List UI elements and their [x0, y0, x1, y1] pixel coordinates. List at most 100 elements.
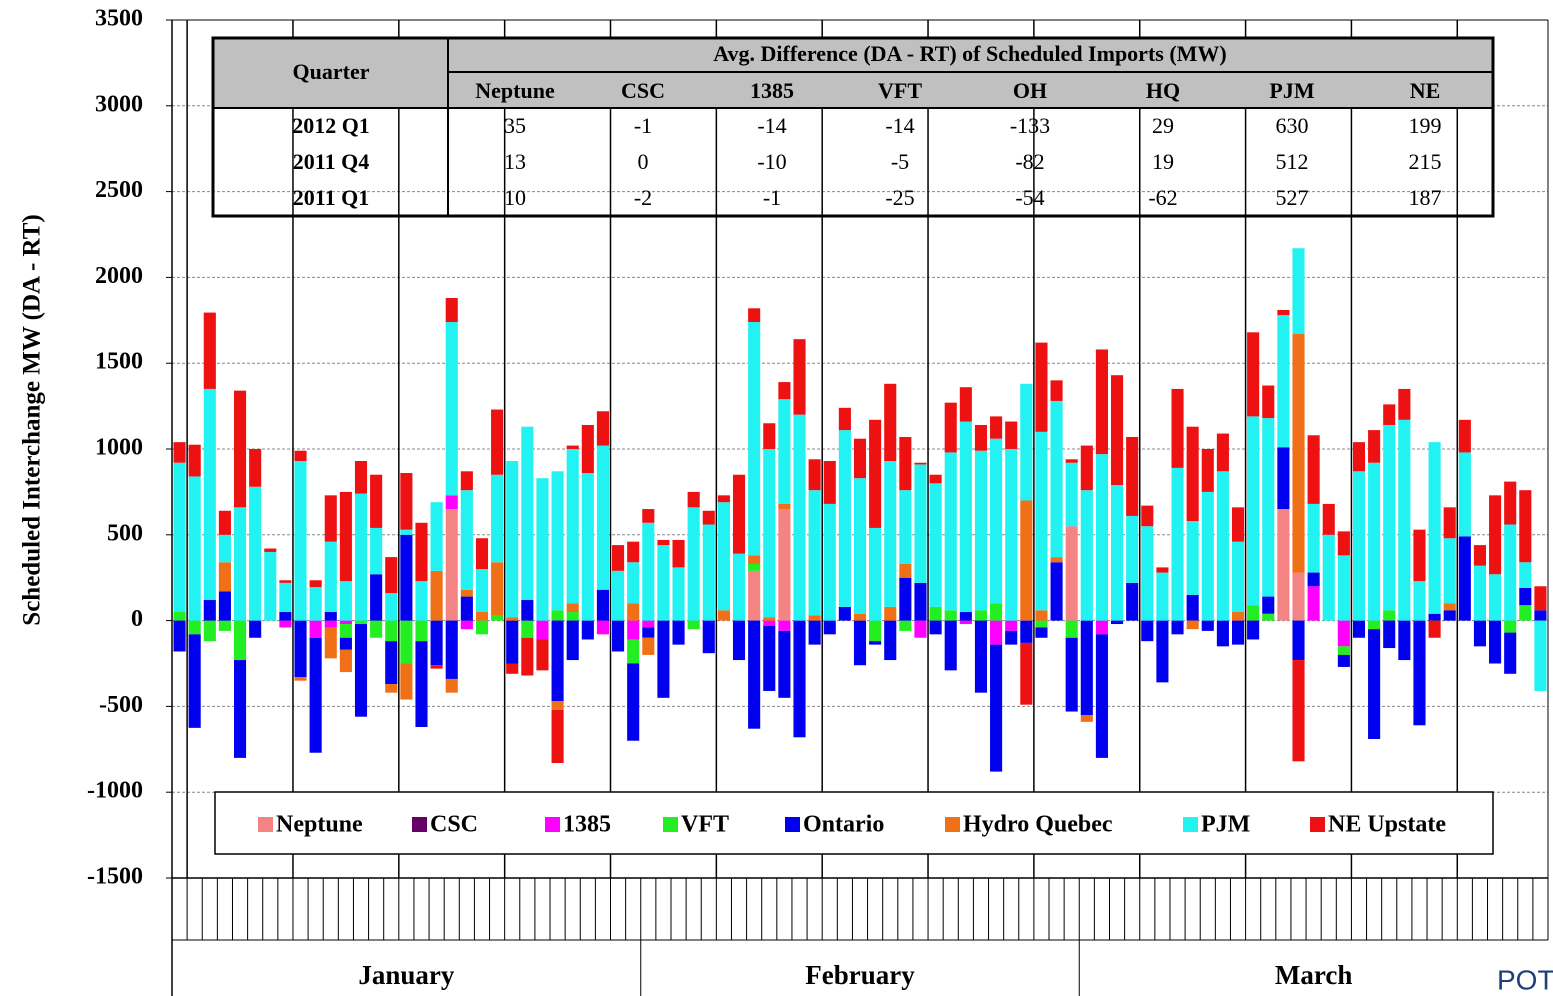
bar-segment	[778, 620, 791, 631]
bar-segment	[748, 308, 761, 323]
table-header: CSC	[621, 78, 665, 103]
table-header: Neptune	[475, 78, 555, 103]
bar-segment	[324, 495, 337, 542]
bar-segment	[642, 637, 655, 655]
bar-segment	[1504, 524, 1517, 621]
bar-segment	[491, 615, 504, 621]
bar-segment	[218, 562, 231, 592]
table-cell: -5	[891, 149, 909, 174]
bar-segment	[944, 620, 957, 671]
table-cell: 512	[1276, 149, 1309, 174]
bar-segment	[370, 527, 383, 575]
bar-segment	[581, 424, 594, 474]
bar-segment	[1428, 613, 1441, 621]
bar-segment	[1383, 610, 1396, 621]
bar-segment	[763, 449, 776, 618]
bar-segment	[687, 507, 700, 621]
bar-segment	[748, 570, 761, 621]
bar-segment	[1534, 586, 1547, 611]
bar-segment	[1247, 605, 1260, 621]
bar-segment	[1307, 572, 1320, 587]
month-label: January	[358, 960, 455, 990]
table-header: 1385	[750, 78, 794, 103]
bar-segment	[763, 617, 776, 621]
table-header: HQ	[1146, 78, 1180, 103]
bar-segment	[808, 620, 821, 645]
bar-segment	[627, 603, 640, 621]
bar-segment	[551, 701, 564, 710]
bars	[173, 248, 1547, 772]
bar-segment	[264, 551, 277, 621]
y-tick-label: 2000	[95, 263, 143, 289]
bar-segment	[249, 486, 262, 621]
bar-segment	[944, 452, 957, 611]
bar-segment	[506, 620, 519, 664]
bar-segment	[460, 620, 473, 630]
bar-segment	[884, 383, 897, 462]
bar-segment	[1337, 646, 1350, 655]
bar-segment	[173, 620, 186, 652]
bar-segment	[1458, 536, 1471, 621]
bar-segment	[869, 419, 882, 528]
bar-segment	[339, 581, 352, 621]
bar-segment	[581, 620, 594, 640]
bar-segment	[339, 620, 352, 625]
bar-segment	[445, 620, 458, 679]
bar-segment	[475, 569, 489, 613]
bar-segment	[1035, 342, 1048, 432]
bar-segment	[1292, 660, 1305, 762]
bar-segment	[1231, 612, 1245, 621]
bar-segment	[596, 589, 609, 621]
bar-segment	[294, 461, 307, 621]
bar-segment	[1126, 515, 1139, 583]
bar-segment	[1201, 491, 1214, 621]
bar-segment	[1473, 565, 1487, 621]
table-cell: 35	[504, 113, 526, 138]
bar-segment	[1231, 541, 1245, 613]
bar-segment	[596, 445, 609, 590]
bar-segment	[1080, 490, 1093, 621]
bar-segment	[1443, 610, 1456, 621]
watermark: POTOMAC	[1497, 964, 1553, 995]
bar-segment	[929, 483, 942, 607]
table-header: PJM	[1269, 78, 1314, 103]
bar-segment	[264, 548, 277, 552]
bar-segment	[974, 450, 988, 611]
bar-segment	[279, 612, 292, 621]
bar-segment	[385, 684, 398, 693]
legend-swatch	[1183, 817, 1198, 832]
legend-label: Ontario	[803, 812, 884, 838]
y-tick-label: 3500	[95, 6, 143, 32]
bar-segment	[1065, 637, 1078, 712]
bar-segment	[823, 620, 836, 635]
bar-segment	[1171, 388, 1184, 468]
bar-segment	[853, 438, 867, 479]
bar-segment	[1050, 380, 1063, 401]
bar-segment	[748, 563, 761, 571]
bar-segment	[249, 620, 262, 638]
bar-segment	[460, 490, 473, 590]
bar-segment	[642, 509, 655, 523]
legend-label: 1385	[563, 812, 611, 838]
bar-segment	[1156, 567, 1169, 573]
bar-segment	[506, 663, 519, 674]
bar-segment	[1428, 442, 1441, 614]
bar-segment	[1322, 503, 1335, 535]
bar-segment	[1111, 620, 1124, 625]
bar-segment	[1534, 610, 1547, 621]
legend-label: CSC	[430, 812, 478, 838]
bar-segment	[899, 577, 912, 621]
bar-segment	[188, 444, 201, 477]
y-tick-label: -500	[99, 692, 143, 718]
bar-segment	[702, 510, 715, 525]
bar-segment	[1519, 562, 1532, 588]
bar-segment	[1473, 620, 1487, 647]
bar-segment	[1216, 471, 1229, 621]
bar-segment	[974, 424, 988, 451]
bar-segment	[1095, 620, 1108, 635]
bar-segment	[309, 620, 322, 638]
bar-segment	[959, 620, 972, 625]
bar-segment	[324, 612, 337, 621]
bar-segment	[203, 388, 216, 601]
bar-segment	[445, 509, 458, 621]
